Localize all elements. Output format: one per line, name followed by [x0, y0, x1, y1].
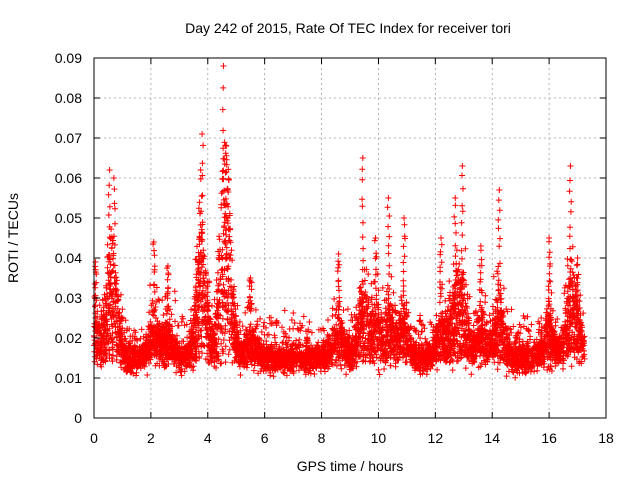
peak-spike-23 — [573, 261, 582, 317]
peak-spike-13 — [371, 237, 380, 317]
y-tick-labels: 0 0.01 0.02 0.03 0.04 0.05 0.06 0.07 0.08 0.09 — [55, 50, 82, 426]
peak-point-0 — [92, 259, 99, 265]
x-tick-label: 12 — [428, 430, 444, 446]
peak-spike-20 — [495, 197, 504, 314]
peak-point-6 — [197, 167, 204, 173]
peak-point-15 — [401, 215, 408, 221]
y-tick-label: 0.01 — [55, 370, 82, 386]
plot-frame — [93, 57, 607, 419]
peak-spike-10 — [246, 277, 255, 312]
peak-spike-21 — [545, 238, 554, 317]
peak-spike-2 — [110, 186, 118, 314]
y-tick-label: 0.03 — [55, 290, 82, 306]
y-tick-label: 0.08 — [55, 90, 82, 106]
x-tick-label: 18 — [598, 430, 614, 446]
x-tick-label: 0 — [90, 430, 98, 446]
y-tick-label: 0.09 — [55, 50, 82, 66]
x-tick-label: 10 — [371, 430, 387, 446]
y-tick-label: 0.05 — [55, 210, 82, 226]
peak-point-13 — [372, 235, 379, 241]
data-points — [91, 63, 588, 381]
peak-point-22 — [567, 163, 574, 169]
x-tick-labels: 0 2 4 6 8 10 12 14 16 18 — [90, 430, 614, 446]
peak-spike-15 — [400, 221, 408, 317]
peak-spike-18 — [458, 172, 466, 314]
peak-point-23 — [574, 255, 581, 261]
y-tick-label: 0.07 — [55, 130, 82, 146]
x-axis-label: GPS time / hours — [297, 458, 404, 474]
peak-point-14 — [385, 195, 392, 201]
peak-spike-14 — [384, 204, 393, 310]
scatter-point-cloud — [91, 139, 588, 381]
peak-point-11 — [335, 251, 342, 257]
peak-spike-16 — [436, 241, 445, 317]
peak-point-16 — [438, 235, 445, 241]
y-axis-label: ROTI / TECUs — [5, 193, 21, 283]
peak-point-9 — [224, 187, 231, 193]
peak-point-21 — [546, 235, 553, 241]
peak-point-18 — [459, 163, 466, 169]
peak-spike-17 — [451, 202, 460, 310]
peak-point-7 — [220, 63, 227, 69]
peak-spike-22 — [566, 177, 575, 314]
peak-spike-9 — [223, 200, 232, 315]
peak-spike-0 — [91, 263, 100, 310]
peak-spike-19 — [476, 247, 485, 311]
peak-point-5 — [199, 131, 206, 137]
y-tick-label: 0.06 — [55, 170, 82, 186]
peak-point-10 — [247, 275, 254, 281]
peak-point-8 — [223, 143, 230, 149]
peak-point-12 — [359, 155, 366, 161]
peak-point-1 — [106, 167, 113, 173]
peak-point-2 — [110, 175, 117, 181]
chart-title: Day 242 of 2015, Rate Of TEC Index for r… — [185, 20, 511, 36]
x-tick-label: 2 — [147, 430, 155, 446]
x-tick-label: 8 — [318, 430, 326, 446]
y-tick-label: 0.02 — [55, 330, 82, 346]
peak-point-4 — [164, 263, 171, 269]
x-tick-label: 16 — [541, 430, 557, 446]
x-tick-label: 4 — [204, 430, 212, 446]
x-tick-label: 14 — [484, 430, 500, 446]
peak-spike-1 — [105, 182, 114, 314]
peak-spike-6 — [196, 176, 205, 311]
peak-point-19 — [477, 243, 484, 249]
y-tick-label: 0 — [74, 410, 82, 426]
axis-ticks — [93, 57, 607, 419]
y-tick-label: 0.04 — [55, 250, 82, 266]
peak-spike-3 — [149, 241, 158, 315]
peak-spike-12 — [358, 166, 367, 310]
peak-spike-4 — [163, 265, 172, 317]
peak-point-20 — [496, 187, 503, 193]
peak-point-17 — [452, 195, 459, 201]
peak-point-3 — [150, 239, 157, 245]
x-tick-label: 6 — [261, 430, 269, 446]
peak-spike-11 — [334, 258, 343, 310]
